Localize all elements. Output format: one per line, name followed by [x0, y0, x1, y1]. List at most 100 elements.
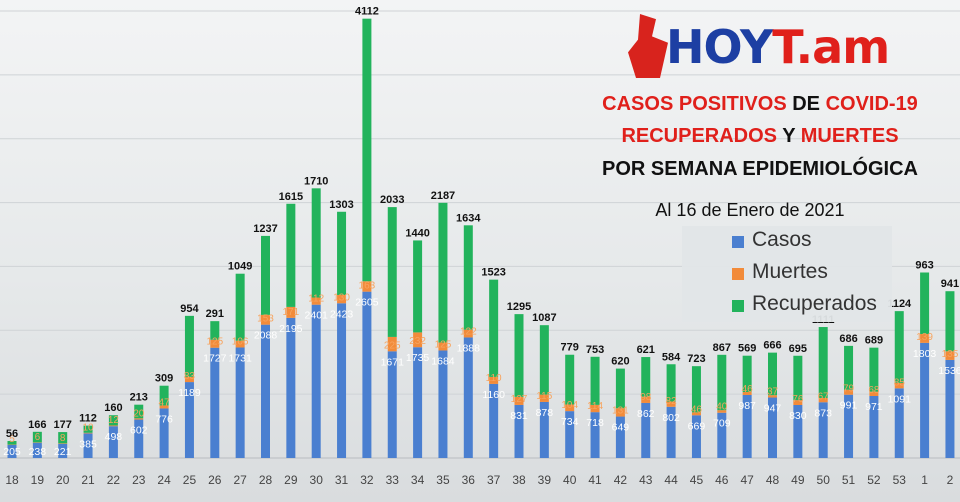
- bar-muertes: [869, 391, 879, 396]
- bar-muertes: [489, 376, 499, 384]
- bar-group: [894, 311, 904, 458]
- title-de: DE: [786, 93, 826, 115]
- data-label-muertes: 85: [894, 377, 906, 388]
- data-label-recuperados: 695: [789, 343, 807, 355]
- bar-casos: [286, 317, 296, 458]
- bar-recuperados: [387, 207, 397, 337]
- data-label-recuperados: 1440: [405, 227, 429, 239]
- data-label-casos: 2195: [279, 323, 303, 335]
- x-tick-label: 38: [512, 473, 526, 487]
- bar-muertes: [768, 395, 777, 398]
- bar-recuperados: [159, 385, 169, 406]
- bar-muertes: [438, 342, 448, 351]
- bar-recuperados: [641, 357, 651, 397]
- data-label-recuperados: 753: [586, 344, 604, 356]
- title-recuperados: RECUPERADOS: [621, 125, 778, 147]
- data-label-muertes: 6: [35, 432, 41, 443]
- data-label-muertes: 115: [536, 391, 552, 402]
- bar-muertes: [108, 425, 118, 427]
- bar-group: [793, 355, 803, 458]
- x-tick-label: 45: [690, 473, 704, 487]
- logo-hoy: HOY: [666, 20, 773, 74]
- bar-casos: [83, 433, 93, 458]
- bar-casos: [108, 426, 118, 458]
- bar-group: [691, 366, 701, 458]
- logo: HOYT.am: [628, 12, 940, 84]
- bar-casos: [869, 395, 879, 458]
- logo-shape-icon: [628, 14, 668, 78]
- data-label-recuperados: 723: [687, 353, 705, 365]
- x-tick-label: 44: [664, 473, 678, 487]
- bar-recuperados: [286, 203, 296, 307]
- data-label-muertes: 135: [942, 349, 959, 360]
- bar-group: [261, 235, 270, 458]
- data-label-recuperados: 1087: [532, 312, 556, 324]
- bar-recuperados: [438, 202, 448, 343]
- bar-recuperados: [337, 211, 347, 295]
- data-label-muertes: 130: [333, 292, 350, 303]
- x-tick-label: 37: [487, 473, 501, 487]
- data-label-muertes: 40: [716, 402, 728, 413]
- data-label-casos: 987: [738, 400, 756, 412]
- data-label-recuperados: 177: [54, 419, 72, 431]
- data-label-casos: 718: [586, 417, 604, 429]
- legend-label-casos: Casos: [752, 228, 812, 251]
- data-label-casos: 2088: [254, 330, 278, 342]
- bar-muertes: [920, 333, 930, 343]
- bar-recuperados: [32, 431, 42, 443]
- data-label-recuperados: 1303: [329, 199, 353, 211]
- data-label-casos: 1671: [381, 356, 405, 368]
- bar-muertes: [844, 389, 854, 395]
- bar-group: [362, 18, 372, 458]
- x-tick-label: 32: [360, 473, 374, 487]
- bar-recuperados: [565, 354, 575, 405]
- x-tick-label: 47: [740, 473, 754, 487]
- bar-recuperados: [742, 355, 752, 393]
- x-tick-label: 33: [386, 473, 400, 487]
- bar-group: [413, 240, 423, 458]
- data-label-casos: 221: [54, 446, 72, 458]
- title-line-3: POR SEMANA EPIDEMIOLÓGICA: [560, 157, 960, 181]
- x-tick-label: 26: [208, 473, 222, 487]
- x-tick-label: 40: [563, 473, 577, 487]
- x-tick-label: 46: [715, 473, 729, 487]
- bar-group: [717, 354, 727, 458]
- data-label-recuperados: 1237: [253, 223, 277, 235]
- bar-group: [438, 202, 448, 458]
- logo-tam: T.am: [772, 20, 890, 74]
- data-label-casos: 498: [105, 431, 123, 443]
- bar-recuperados: [666, 364, 676, 402]
- bar-group: [945, 291, 955, 458]
- bar-casos: [337, 303, 347, 458]
- bar-casos: [565, 411, 575, 458]
- bar-casos: [590, 412, 600, 458]
- data-label-recuperados: 689: [865, 335, 883, 347]
- bar-group: [920, 272, 930, 458]
- bar-muertes: [337, 294, 347, 304]
- bar-recuperados: [869, 347, 879, 392]
- data-label-casos: 2423: [330, 308, 354, 320]
- bar-recuperados: [945, 291, 955, 352]
- bar-casos: [666, 406, 676, 458]
- data-label-casos: 947: [764, 403, 782, 415]
- data-label-muertes: 153: [257, 314, 274, 325]
- bar-casos: [311, 304, 321, 458]
- data-label-muertes: 131: [612, 406, 629, 417]
- data-label-casos: 1684: [431, 355, 455, 367]
- date-label: Al 16 de Enero de 2021: [655, 200, 845, 220]
- bar-recuperados: [311, 188, 321, 298]
- data-label-casos: 991: [840, 400, 858, 412]
- data-label-recuperados: 213: [130, 392, 148, 404]
- bar-group: [565, 354, 575, 458]
- bar-group: [108, 415, 118, 458]
- data-label-casos: 1189: [178, 387, 201, 399]
- bar-recuperados: [768, 352, 777, 396]
- data-label-recuperados: 1710: [304, 175, 328, 187]
- x-tick-label: 27: [233, 473, 247, 487]
- bar-casos: [717, 412, 727, 458]
- bar-casos: [945, 359, 955, 458]
- bar-casos: [32, 442, 42, 458]
- bar-group: [768, 352, 777, 458]
